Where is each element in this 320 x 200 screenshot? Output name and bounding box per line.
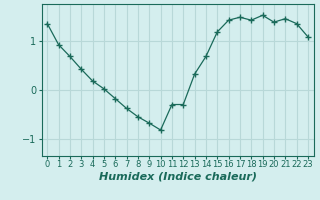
X-axis label: Humidex (Indice chaleur): Humidex (Indice chaleur): [99, 172, 257, 182]
